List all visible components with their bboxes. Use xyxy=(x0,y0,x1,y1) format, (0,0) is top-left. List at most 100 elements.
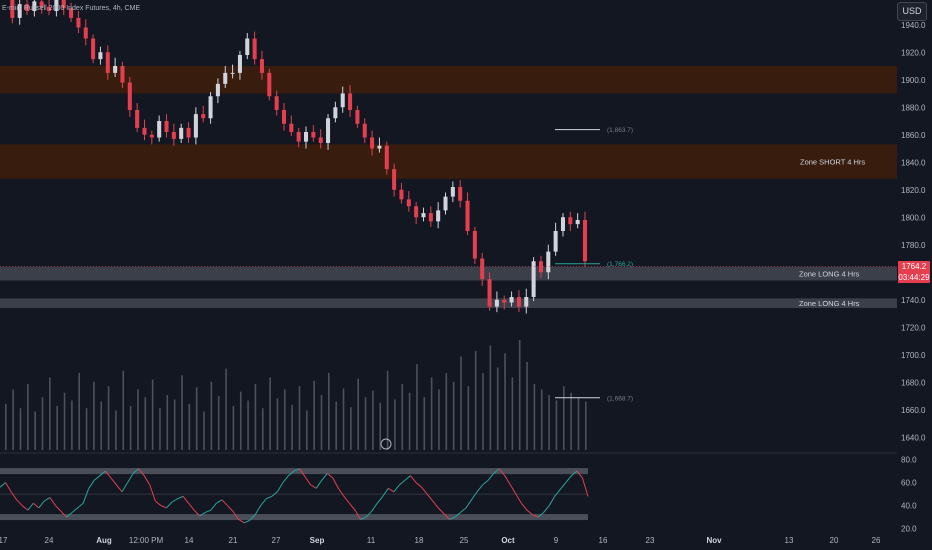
rsi-segment-71 xyxy=(388,487,395,493)
candle-body-17 xyxy=(127,82,132,110)
volume-bar-5 xyxy=(41,397,44,450)
rsi-segment-42 xyxy=(227,505,234,512)
volume-bar-71 xyxy=(526,362,528,450)
rsi-segment-57 xyxy=(310,484,317,489)
rsi-segment-95 xyxy=(521,502,528,511)
candle-body-3 xyxy=(25,4,30,11)
candle-body-34 xyxy=(252,38,257,60)
rsi-segment-51 xyxy=(276,482,284,493)
time-tick-2: Aug xyxy=(96,536,112,545)
candle-body-77 xyxy=(568,217,573,225)
currency-button[interactable]: USD xyxy=(897,2,927,21)
volume-bar-22 xyxy=(166,395,169,450)
rsi-segment-90 xyxy=(493,468,500,474)
volume-bar-62 xyxy=(460,356,462,450)
price-tick-9: 1820.0 xyxy=(901,186,926,195)
rsi-segment-6 xyxy=(27,502,34,511)
candle-body-11 xyxy=(83,27,88,39)
volume-bar-38 xyxy=(283,389,286,450)
candle-body-2 xyxy=(17,4,22,18)
rsi-segment-18 xyxy=(93,475,101,481)
candle-body-74 xyxy=(546,251,551,273)
rsi-segment-60 xyxy=(326,473,334,479)
volume-bar-17 xyxy=(129,406,132,450)
rsi-segment-68 xyxy=(371,502,378,512)
candle-body-53 xyxy=(392,169,397,190)
rsi-segment-87 xyxy=(476,484,483,493)
candle-body-25 xyxy=(186,127,191,138)
rsi-segment-46 xyxy=(249,514,256,521)
rsi-segment-99 xyxy=(543,505,550,513)
candle-body-1 xyxy=(10,0,15,18)
volume-bar-21 xyxy=(159,408,161,450)
rsi-segment-16 xyxy=(82,488,90,504)
rsi-segment-23 xyxy=(121,482,129,493)
candle-body-9 xyxy=(69,8,74,18)
volume-bar-64 xyxy=(474,351,477,450)
volume-bar-16 xyxy=(122,370,125,450)
candle-body-50 xyxy=(370,137,375,149)
rsi-segment-84 xyxy=(460,507,467,513)
candle-body-65 xyxy=(480,258,485,280)
price-tick-11: 1860.0 xyxy=(901,131,926,140)
rsi-segment-8 xyxy=(38,500,45,509)
candle-body-19 xyxy=(142,127,147,135)
volume-bar-72 xyxy=(533,384,536,450)
rsi-segment-105 xyxy=(576,470,583,479)
rsi-segment-41 xyxy=(221,499,228,506)
candle-body-32 xyxy=(237,55,242,73)
volume-bar-45 xyxy=(335,401,337,450)
rsi-segment-31 xyxy=(166,501,173,509)
volume-bar-57 xyxy=(423,397,426,450)
candle-body-22 xyxy=(164,121,169,132)
rsi-segment-15 xyxy=(77,502,84,509)
volume-bar-12 xyxy=(93,381,95,450)
candle-body-33 xyxy=(245,38,250,55)
volume-bar-77 xyxy=(570,392,572,450)
rsi-segment-102 xyxy=(559,482,567,490)
volume-bar-4 xyxy=(34,411,36,450)
time-tick-12: 9 xyxy=(554,536,559,545)
volume-bar-32 xyxy=(239,391,242,450)
rsi-segment-54 xyxy=(293,468,300,472)
candle-body-79 xyxy=(582,220,588,262)
rsi-segment-74 xyxy=(404,475,411,481)
rsi-segment-7 xyxy=(32,502,40,509)
annotations-layer: (1,863.7) (1,766.2) (1,668.7) xyxy=(0,127,897,402)
annotation-label-1: (1,766.2) xyxy=(607,261,633,268)
volume-bar-76 xyxy=(562,386,565,450)
volume-bar-75 xyxy=(555,400,558,450)
rsi-segment-63 xyxy=(343,496,350,504)
volume-bar-79 xyxy=(585,401,587,450)
price-tick-1: 1660.0 xyxy=(901,406,926,415)
price-tick-10: 1840.0 xyxy=(901,158,926,167)
rsi-layer xyxy=(0,452,897,524)
zones-layer: Zone SHORT 4 Hrs Zone LONG 4 Hrs Zone LONG… xyxy=(0,66,897,308)
rsi-segment-92 xyxy=(504,475,511,486)
candle-body-70 xyxy=(516,297,521,307)
time-tick-15: Nov xyxy=(706,536,722,545)
rsi-segment-40 xyxy=(216,499,223,504)
rsi-segment-56 xyxy=(304,476,312,486)
candle-body-35 xyxy=(259,59,264,73)
volume-bar-39 xyxy=(291,404,293,450)
rsi-segment-91 xyxy=(498,468,506,476)
rsi-segment-69 xyxy=(376,496,384,504)
time-tick-14: 23 xyxy=(646,536,655,545)
candle-body-51 xyxy=(377,145,382,149)
time-tick-8: 11 xyxy=(367,536,376,545)
volume-bar-67 xyxy=(496,367,499,450)
candle-body-16 xyxy=(120,66,125,83)
rsi-segment-62 xyxy=(337,488,345,497)
candle-body-21 xyxy=(157,121,162,138)
rsi-segment-33 xyxy=(177,495,184,500)
annotation-label-0: (1,863.7) xyxy=(607,127,633,134)
candle-body-45 xyxy=(333,107,338,119)
candle-body-6 xyxy=(47,6,52,11)
candle-body-78 xyxy=(575,220,580,225)
rsi-tick-2: 60.0 xyxy=(901,479,917,488)
symbol-title[interactable]: E-mini Russell 2000 Index Futures, 4h, C… xyxy=(2,5,141,12)
rsi-segment-101 xyxy=(554,489,561,497)
candle-body-46 xyxy=(340,93,345,108)
